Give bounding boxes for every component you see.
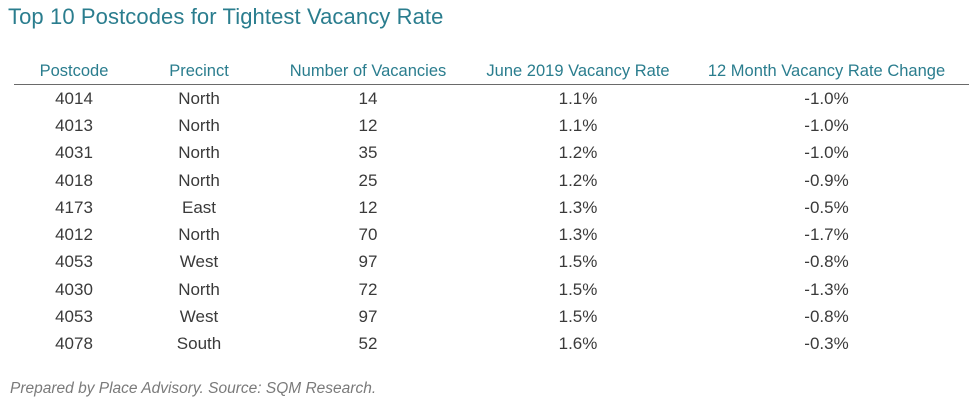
postcode-cell: 4013: [55, 115, 93, 135]
vacancy-rate-cell: 1.1%: [558, 115, 598, 135]
table-title: Top 10 Postcodes for Tightest Vacancy Ra…: [8, 4, 444, 29]
vacancy-rate-cell: 1.2%: [558, 143, 598, 163]
vacancies-cell: 12: [358, 115, 378, 135]
postcode-cell: 4030: [55, 279, 93, 299]
table-row: 4053 West 97 1.5% -0.8%: [14, 249, 969, 276]
rate-change-cell: -0.8%: [804, 307, 849, 327]
precinct-cell: South: [176, 334, 222, 354]
table-row: 4013 North 12 1.1% -1.0%: [14, 112, 969, 139]
postcode-cell: 4173: [55, 197, 93, 217]
source-note: Prepared by Place Advisory. Source: SQM …: [10, 380, 377, 397]
rate-change-cell: -0.5%: [804, 197, 849, 217]
postcode-cell: 4031: [55, 143, 93, 163]
precinct-cell: North: [178, 279, 220, 299]
rate-change-cell: -1.0%: [804, 143, 849, 163]
vacancy-rate-cell: 1.3%: [558, 197, 598, 217]
postcode-cell: 4012: [55, 225, 93, 245]
table-row: 4014 North 14 1.1% -1.0%: [14, 85, 969, 112]
vacancy-rate-cell: 1.6%: [558, 334, 598, 354]
table-row: 4018 North 25 1.2% -0.9%: [14, 167, 969, 194]
vacancy-table: Postcode Precinct Number of Vacancies Ju…: [14, 58, 969, 358]
vacancy-rate-cell: 1.2%: [558, 170, 598, 190]
rate-change-cell: -0.3%: [804, 334, 849, 354]
precinct-cell: North: [178, 143, 220, 163]
column-header-june-2019-rate: June 2019 Vacancy Rate: [486, 61, 670, 80]
vacancy-rate-cell: 1.5%: [558, 279, 598, 299]
vacancies-cell: 25: [358, 170, 378, 190]
table-header-row: Postcode Precinct Number of Vacancies Ju…: [14, 58, 969, 85]
vacancies-cell: 35: [358, 143, 378, 163]
vacancies-cell: 52: [358, 334, 378, 354]
column-header-vacancies: Number of Vacancies: [289, 61, 447, 80]
precinct-cell: West: [179, 252, 219, 272]
table-row: 4053 West 97 1.5% -0.8%: [14, 303, 969, 330]
table-row: 4030 North 72 1.5% -1.3%: [14, 276, 969, 303]
column-header-12-month-change: 12 Month Vacancy Rate Change: [707, 61, 946, 80]
vacancy-rate-cell: 1.3%: [558, 225, 598, 245]
postcode-cell: 4053: [55, 307, 93, 327]
precinct-cell: North: [178, 88, 220, 108]
precinct-cell: West: [179, 307, 219, 327]
table-row: 4078 South 52 1.6% -0.3%: [14, 331, 969, 358]
postcode-cell: 4053: [55, 252, 93, 272]
precinct-cell: North: [178, 170, 220, 190]
vacancies-cell: 72: [358, 279, 378, 299]
vacancies-cell: 97: [358, 307, 378, 327]
vacancy-rate-cell: 1.5%: [558, 307, 598, 327]
postcode-cell: 4078: [55, 334, 93, 354]
precinct-cell: North: [178, 225, 220, 245]
table-row: 4173 East 12 1.3% -0.5%: [14, 194, 969, 221]
table-row: 4031 North 35 1.2% -1.0%: [14, 140, 969, 167]
table-body: 4014 North 14 1.1% -1.0% 4013 North 12 1.1% -1.0%…: [14, 85, 969, 358]
postcode-cell: 4014: [55, 88, 93, 108]
vacancies-cell: 12: [358, 197, 378, 217]
column-header-postcode: Postcode: [39, 61, 109, 80]
column-header-precinct: Precinct: [169, 61, 229, 80]
rate-change-cell: -1.0%: [804, 115, 849, 135]
rate-change-cell: -1.7%: [804, 225, 849, 245]
postcode-cell: 4018: [55, 170, 93, 190]
vacancy-rate-cell: 1.1%: [558, 88, 598, 108]
rate-change-cell: -0.9%: [804, 170, 849, 190]
table-row: 4012 North 70 1.3% -1.7%: [14, 221, 969, 248]
precinct-cell: East: [181, 197, 217, 217]
rate-change-cell: -1.3%: [804, 279, 849, 299]
vacancy-rate-cell: 1.5%: [558, 252, 598, 272]
rate-change-cell: -0.8%: [804, 252, 849, 272]
vacancies-cell: 70: [358, 225, 378, 245]
precinct-cell: North: [178, 115, 220, 135]
vacancies-cell: 14: [358, 88, 378, 108]
rate-change-cell: -1.0%: [804, 88, 849, 108]
vacancies-cell: 97: [358, 252, 378, 272]
